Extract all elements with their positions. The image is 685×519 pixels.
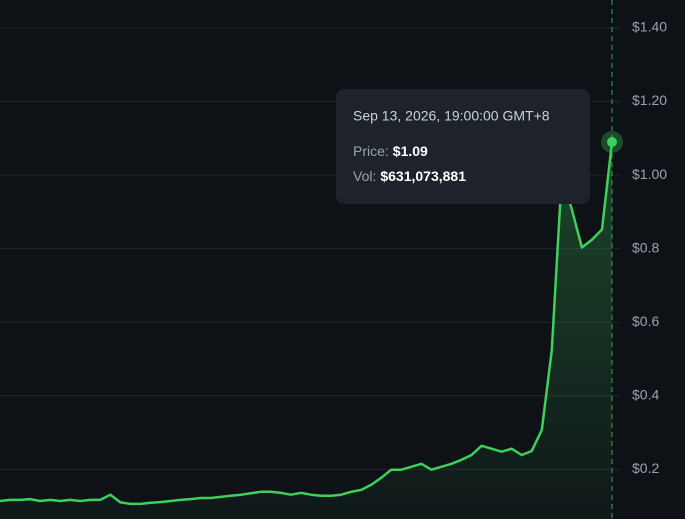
y-tick-label: $0.8 [632, 239, 659, 255]
y-tick-label: $1.00 [632, 166, 667, 182]
area [0, 142, 612, 519]
tooltip-price: Price: $1.09 [353, 143, 428, 159]
hover-point [607, 136, 617, 147]
volume-value: $631,073,881 [380, 168, 466, 184]
price-value: $1.09 [393, 143, 428, 159]
volume-label: Vol: [353, 168, 376, 184]
y-tick-label: $1.20 [632, 92, 667, 108]
price-line [0, 141, 614, 506]
tooltip: Sep 13, 2026, 19:00:00 GMT+8 Price: $1.09… [336, 89, 590, 204]
tooltip-date: Sep 13, 2026, 19:00:00 GMT+8 [353, 108, 550, 124]
y-tick-label: $0.6 [632, 313, 659, 329]
price-label: Price: [353, 143, 389, 159]
y-tick-label: $0.2 [632, 460, 659, 476]
tooltip-volume: Vol: $631,073,881 [353, 168, 466, 184]
y-tick-label: $1.40 [632, 19, 667, 35]
y-tick-label: $0.4 [632, 386, 659, 402]
tooltip-box [336, 89, 590, 204]
